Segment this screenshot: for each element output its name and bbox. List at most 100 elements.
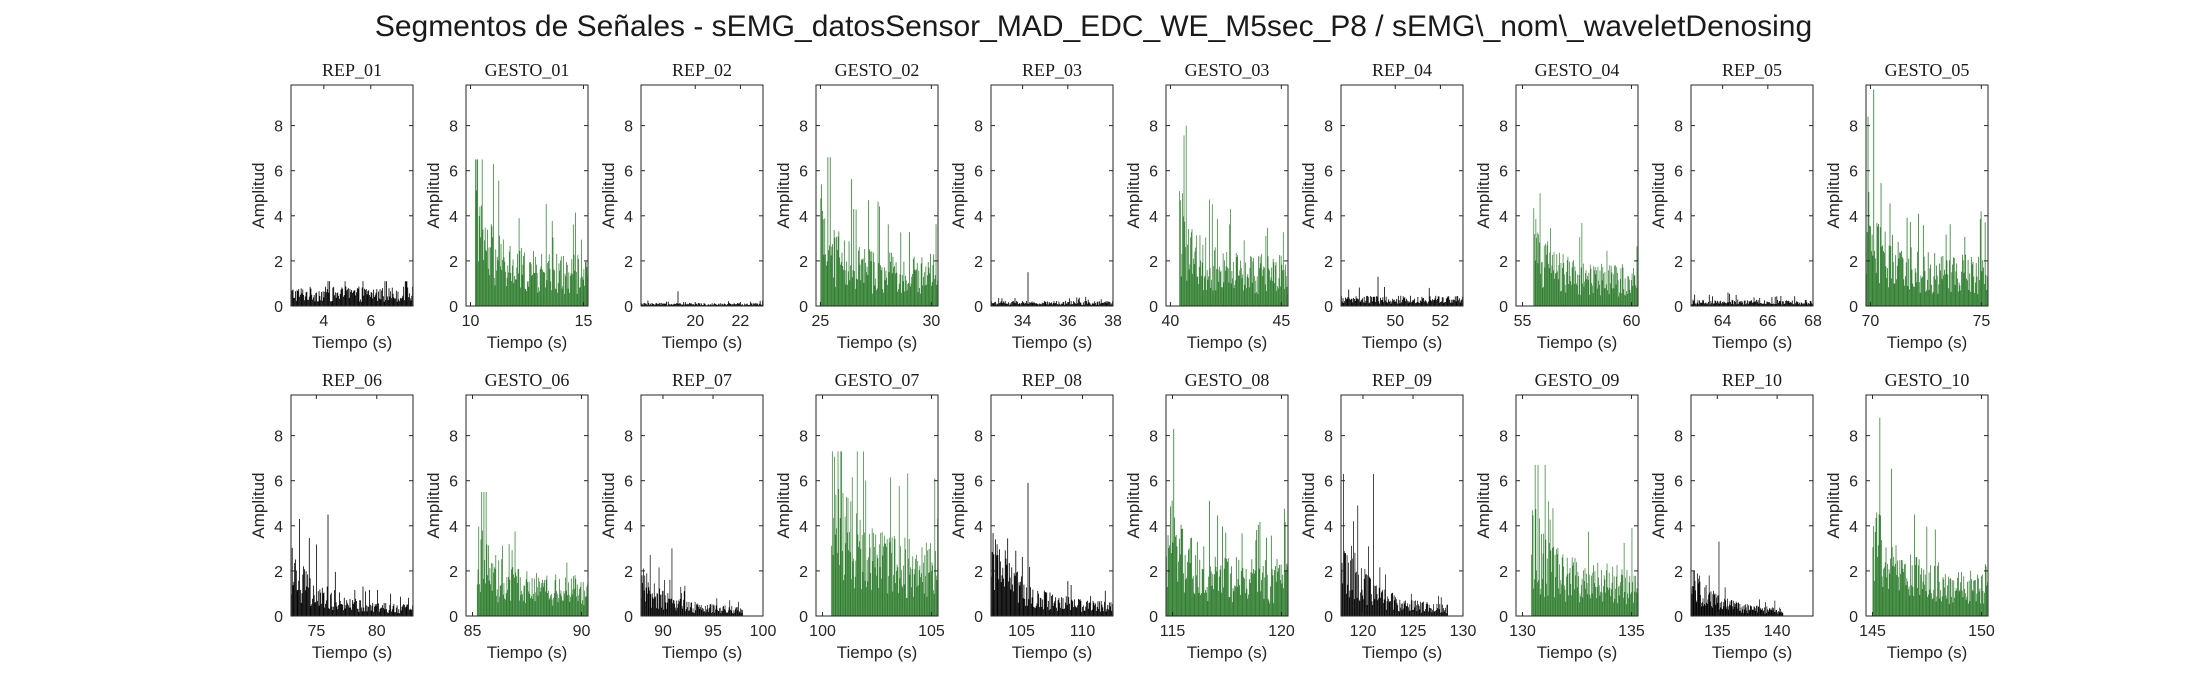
- signal-bar: [1756, 605, 1757, 616]
- signal-bar: [1716, 597, 1717, 616]
- signal-bar: [1410, 610, 1411, 616]
- signal-bar: [1961, 572, 1962, 616]
- signal-bar: [841, 451, 842, 616]
- signal-bar: [909, 286, 911, 306]
- x-axis-label: Tiempo (s): [1187, 643, 1268, 662]
- signal-bar: [875, 534, 877, 616]
- signal-bar: [395, 612, 396, 616]
- signal-bar: [1275, 581, 1277, 616]
- signal-bar: [722, 606, 724, 616]
- signal-bar: [1932, 291, 1934, 306]
- signal-bar: [1799, 302, 1800, 306]
- signal-bar: [321, 291, 322, 306]
- signal-bar: [499, 596, 500, 616]
- signal-bar: [372, 602, 374, 616]
- signal-bar: [1440, 597, 1442, 616]
- signal-bar: [1077, 303, 1079, 306]
- signal-bar: [306, 586, 308, 616]
- signal-bar: [1765, 613, 1767, 616]
- signal-bar: [542, 269, 543, 306]
- signal-bar: [1716, 602, 1718, 616]
- signal-bar: [1899, 560, 1901, 616]
- signal-bar: [529, 262, 531, 306]
- signal-bar: [1196, 276, 1198, 306]
- signal-bar: [1541, 261, 1543, 306]
- signal-bar: [1350, 298, 1352, 306]
- x-axis-label: Tiempo (s): [837, 333, 918, 352]
- signal-bar: [1003, 301, 1005, 306]
- signal-bar: [568, 594, 570, 616]
- y-tick-label: 0: [1324, 299, 1333, 316]
- signal-bar: [399, 613, 400, 616]
- signal-bar: [1236, 586, 1238, 616]
- signal-bar: [1430, 300, 1432, 306]
- signal-bar: [1963, 272, 1965, 306]
- signal-bar: [1738, 301, 1740, 306]
- signal-bar: [1600, 569, 1602, 616]
- signal-bar: [301, 293, 303, 306]
- signal-bar: [530, 261, 531, 306]
- signal-bar: [1958, 591, 1960, 616]
- signal-bar: [360, 607, 362, 616]
- signal-bar: [1709, 592, 1711, 616]
- signal-bar: [909, 574, 911, 616]
- signal-bar: [676, 303, 678, 306]
- signal-bar: [1737, 299, 1739, 306]
- signal-bar: [325, 603, 326, 616]
- signal-bar: [655, 608, 657, 616]
- signal-bar: [1595, 586, 1597, 616]
- signal-bar: [996, 303, 998, 306]
- signal-bar: [325, 292, 327, 306]
- signal-bar: [1618, 595, 1620, 616]
- signal-bar: [854, 588, 855, 616]
- signal-bar: [525, 602, 526, 616]
- signal-bar: [1777, 299, 1779, 306]
- signal-bar: [1363, 578, 1365, 616]
- signal-bar: [1353, 599, 1355, 616]
- signal-bar: [1979, 219, 1981, 306]
- signal-bar: [701, 303, 702, 306]
- signal-bar: [1976, 593, 1978, 616]
- signal-bar: [662, 591, 663, 616]
- signal-bar: [1347, 584, 1349, 616]
- signal-bar: [1879, 417, 1881, 616]
- signal-bar: [997, 304, 999, 306]
- signal-bar: [1267, 598, 1269, 616]
- x-tick-label: 50: [1386, 313, 1404, 330]
- signal-bar: [1390, 303, 1392, 306]
- signal-bar: [1281, 264, 1283, 306]
- signal-bar: [1889, 203, 1891, 306]
- signal-bar: [1541, 578, 1543, 616]
- signal-bar: [1375, 301, 1376, 306]
- signal-bar: [539, 291, 540, 306]
- signal-bar: [585, 261, 587, 306]
- signal-bar: [1388, 602, 1390, 616]
- signal-bar: [482, 229, 484, 306]
- signal-bar: [1074, 605, 1076, 616]
- signal-bar: [406, 604, 408, 616]
- signal-bar: [1396, 298, 1398, 306]
- signal-bar: [921, 547, 923, 616]
- axes-box: [990, 394, 1114, 617]
- signal-bar: [352, 599, 353, 616]
- signal-bar: [1403, 298, 1405, 306]
- signal-bar: [1352, 558, 1354, 616]
- signal-bar: [1376, 593, 1378, 616]
- signal-bar: [311, 294, 313, 306]
- signal-bar: [693, 612, 695, 616]
- signal-bar: [655, 302, 657, 306]
- signal-bar: [1803, 303, 1805, 306]
- signal-bar: [358, 286, 360, 306]
- signal-bar: [552, 605, 554, 616]
- signal-bar: [836, 236, 837, 306]
- signal-bar: [294, 563, 296, 616]
- signal-bar: [1884, 567, 1885, 616]
- signal-bar: [901, 292, 902, 306]
- signal-bar: [1192, 578, 1193, 616]
- signal-bar: [1106, 608, 1108, 616]
- signal-bar: [1757, 606, 1759, 616]
- signal-bar: [1905, 262, 1907, 306]
- signal-bar: [846, 532, 848, 616]
- signal-bar: [1069, 610, 1071, 616]
- signal-bar: [1099, 601, 1100, 616]
